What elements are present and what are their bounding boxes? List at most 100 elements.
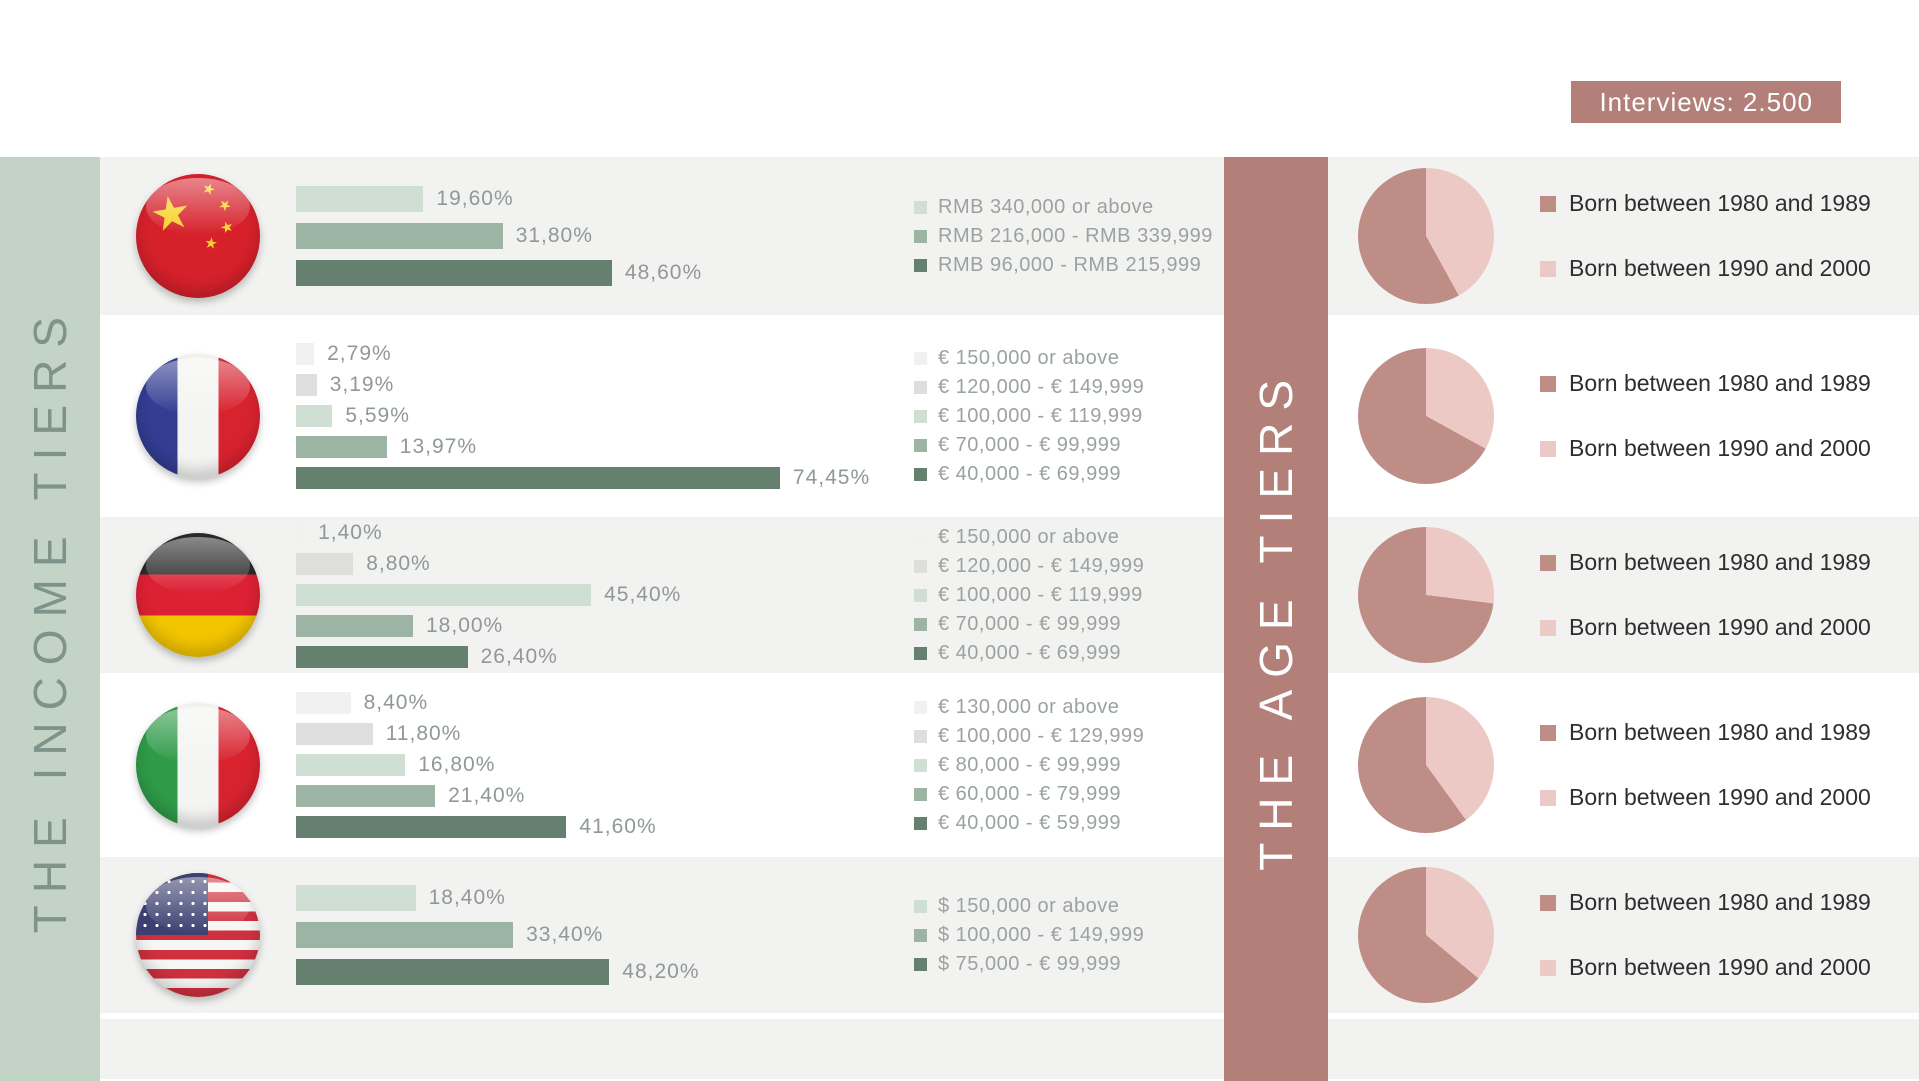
income-bar-value: 74,45% — [792, 466, 871, 489]
income-bar — [296, 723, 373, 745]
income-bar — [296, 186, 424, 212]
income-legend-swatch-icon — [914, 530, 927, 544]
income-bar-line: 8,40% — [296, 688, 914, 719]
age-legend-swatch-icon — [1540, 619, 1556, 636]
income-bar-value: 45,40% — [604, 583, 682, 606]
china-star-icon: ★ — [215, 217, 238, 238]
age-legend-swatch-icon — [1540, 894, 1556, 911]
france-flag-icon — [136, 354, 260, 478]
age-legend-label: Born between 1990 and 2000 — [1569, 614, 1871, 640]
income-bars: 2,79% 3,19% 5,59% 13,97% 74,45% — [296, 339, 914, 494]
country-row-germany: 1,40% 8,80% 45,40% 18,00% 26,40% € 150,000 or… — [100, 517, 1919, 673]
income-legend-label: € 150,000 or above — [938, 346, 1120, 369]
income-bar-line: 18,40% — [296, 880, 914, 917]
income-legend-label: RMB 216,000 - RMB 339,999 — [938, 224, 1213, 247]
age-legend-item: Born between 1980 and 1989 — [1540, 370, 1919, 397]
income-legend-label: € 120,000 - € 149,999 — [938, 554, 1145, 577]
age-pie-chart — [1358, 867, 1494, 1003]
income-bar-value: 26,40% — [480, 645, 558, 668]
income-legend-swatch-icon — [914, 928, 927, 942]
income-legend-item: $ 150,000 or above — [914, 895, 1224, 918]
age-legend-label: Born between 1980 and 1989 — [1569, 549, 1871, 575]
income-bar — [296, 615, 413, 637]
income-legend-label: € 150,000 or above — [938, 525, 1120, 548]
age-legend-label: Born between 1990 and 2000 — [1569, 954, 1871, 980]
income-legend-swatch-icon — [914, 438, 927, 452]
income-bar-line: 74,45% — [296, 463, 914, 494]
income-bar-value: 33,40% — [526, 923, 604, 946]
age-legend-swatch-icon — [1540, 554, 1556, 571]
income-bar — [296, 467, 780, 489]
income-bar-line: 3,19% — [296, 370, 914, 401]
income-bar-line: 41,60% — [296, 812, 914, 843]
interviews-badge: Interviews: 2.500 — [1571, 81, 1841, 123]
income-bar — [296, 816, 567, 838]
income-legend-label: € 60,000 - € 79,999 — [938, 782, 1121, 805]
income-bar-value: 19,60% — [436, 187, 514, 210]
income-bar-value: 41,60% — [579, 815, 657, 838]
income-legend-item: € 150,000 or above — [914, 347, 1224, 370]
income-bar-line: 48,20% — [296, 954, 914, 991]
income-bar-value: 31,80% — [515, 224, 593, 247]
income-bar — [296, 374, 317, 396]
income-legend-label: $ 150,000 or above — [938, 894, 1120, 917]
income-legend-item: € 120,000 - € 149,999 — [914, 376, 1224, 399]
income-legend-label: € 40,000 - € 59,999 — [938, 811, 1121, 834]
age-legend-label: Born between 1980 and 1989 — [1569, 719, 1871, 745]
interviews-badge-label: Interviews: 2.500 — [1599, 86, 1813, 117]
income-bar-value: 11,80% — [385, 722, 462, 745]
age-legend-swatch-icon — [1540, 959, 1556, 976]
income-bar — [296, 260, 612, 286]
china-flag-icon: ★ ★ ★ ★ ★ — [136, 174, 260, 298]
income-legend-swatch-icon — [914, 700, 927, 714]
flag-column — [100, 873, 296, 997]
income-legend-swatch-icon — [914, 646, 927, 660]
age-legend-item: Born between 1990 and 2000 — [1540, 255, 1919, 282]
income-legend-item: € 80,000 - € 99,999 — [914, 754, 1224, 777]
income-legend-label: RMB 340,000 or above — [938, 195, 1154, 218]
income-bar — [296, 223, 503, 249]
income-legend-swatch-icon — [914, 787, 927, 801]
age-legend: Born between 1980 and 1989 Born between 1… — [1524, 700, 1919, 830]
income-legend-label: € 80,000 - € 99,999 — [938, 753, 1121, 776]
income-bar-line: 16,80% — [296, 750, 914, 781]
age-pie-chart — [1358, 348, 1494, 484]
income-legend-item: € 150,000 or above — [914, 526, 1224, 549]
income-legend-item: RMB 216,000 - RMB 339,999 — [914, 225, 1224, 248]
income-bar-value: 21,40% — [448, 784, 526, 807]
income-bar-value: 8,80% — [366, 552, 431, 575]
income-bar-value: 16,80% — [418, 753, 496, 776]
age-legend-label: Born between 1980 and 1989 — [1569, 190, 1871, 216]
income-legend: € 130,000 or above € 100,000 - € 129,999 €… — [914, 693, 1224, 838]
income-legend-item: € 100,000 - € 129,999 — [914, 725, 1224, 748]
income-bar-line: 8,80% — [296, 549, 914, 580]
income-bar-line: 13,97% — [296, 432, 914, 463]
age-legend: Born between 1980 and 1989 Born between 1… — [1524, 530, 1919, 660]
age-pie-column — [1328, 168, 1524, 304]
age-legend-swatch-icon — [1540, 375, 1556, 392]
income-bar — [296, 553, 354, 575]
income-legend-label: € 40,000 - € 69,999 — [938, 462, 1121, 485]
income-bar-line: 33,40% — [296, 917, 914, 954]
income-legend-label: € 100,000 - € 129,999 — [938, 724, 1145, 747]
china-star-icon: ★ — [199, 179, 218, 200]
income-bar-line: 48,60% — [296, 255, 914, 292]
income-bar — [296, 405, 333, 427]
income-legend-label: $ 75,000 - € 99,999 — [938, 952, 1121, 975]
income-legend-item: € 120,000 - € 149,999 — [914, 555, 1224, 578]
flag-column — [100, 703, 296, 827]
income-bar-line: 1,40% — [296, 518, 914, 549]
income-legend-label: $ 100,000 - € 149,999 — [938, 923, 1145, 946]
income-legend-item: RMB 340,000 or above — [914, 196, 1224, 219]
income-legend-swatch-icon — [914, 617, 927, 631]
income-legend-item: € 40,000 - € 69,999 — [914, 642, 1224, 665]
income-legend-swatch-icon — [914, 559, 927, 573]
income-bar — [296, 922, 514, 948]
age-legend-item: Born between 1980 and 1989 — [1540, 719, 1919, 746]
income-bar-line: 11,80% — [296, 719, 914, 750]
flag-column: ★ ★ ★ ★ ★ — [100, 174, 296, 298]
country-rows: ★ ★ ★ ★ ★ 19,60% 31,80% 48,60% RMB 340,000 or ab… — [100, 157, 1919, 1079]
age-legend-label: Born between 1990 and 2000 — [1569, 435, 1871, 461]
income-bar — [296, 522, 306, 544]
age-legend: Born between 1980 and 1989 Born between 1… — [1524, 870, 1919, 1000]
